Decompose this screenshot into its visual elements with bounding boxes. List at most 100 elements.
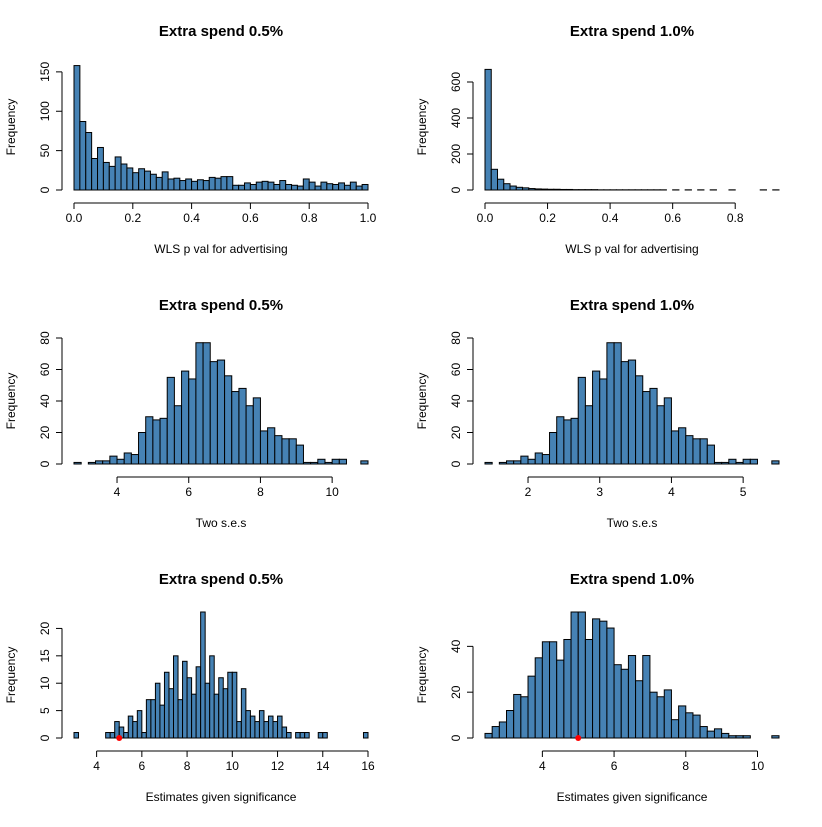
chart-title: Extra spend 0.5%	[159, 297, 283, 314]
x-axis-label: WLS p val for advertising	[154, 242, 287, 256]
bar	[237, 722, 242, 738]
bar	[614, 343, 621, 464]
bar	[528, 459, 535, 464]
bar	[499, 722, 506, 738]
bar	[133, 722, 138, 738]
bar	[339, 459, 346, 464]
bar	[289, 439, 296, 464]
bar	[217, 360, 224, 464]
bar	[187, 678, 192, 738]
y-tick-label: 40	[449, 394, 463, 408]
bar	[74, 66, 80, 190]
x-tick-label: 2	[525, 485, 532, 499]
bar	[201, 612, 206, 738]
x-tick-label: 0.4	[183, 211, 200, 225]
bar	[707, 731, 714, 738]
x-axis-label: Estimates given significance	[146, 790, 297, 804]
x-tick-label: 0.6	[242, 211, 259, 225]
bar	[192, 181, 198, 190]
bar	[564, 639, 571, 738]
bar	[700, 727, 707, 738]
y-tick-label: 20	[449, 685, 463, 699]
bar	[628, 360, 635, 464]
bar	[256, 182, 262, 190]
bar	[174, 178, 180, 190]
bar	[303, 462, 310, 464]
bar	[315, 186, 321, 190]
bar	[153, 420, 160, 464]
bar	[174, 406, 181, 464]
bar	[736, 736, 743, 738]
bar	[507, 461, 514, 464]
bar	[722, 733, 729, 738]
bar	[356, 186, 362, 190]
bar	[736, 462, 743, 464]
bar	[686, 436, 693, 464]
bar	[115, 157, 121, 190]
bar	[139, 169, 145, 190]
x-tick-label: 10	[226, 759, 240, 773]
bar	[275, 436, 282, 464]
bar	[103, 461, 110, 464]
bar	[296, 445, 303, 464]
bar	[607, 628, 614, 738]
bar	[523, 188, 529, 190]
bar	[550, 433, 557, 465]
bar	[262, 181, 268, 190]
bar	[305, 733, 310, 738]
y-tick-label: 0	[38, 460, 52, 467]
bar	[196, 667, 201, 738]
bar	[485, 733, 492, 738]
x-tick-label: 0.8	[301, 211, 318, 225]
bar	[264, 722, 269, 738]
bar	[124, 453, 131, 464]
bar	[110, 733, 115, 738]
bar	[255, 722, 260, 738]
bar	[657, 406, 664, 464]
x-tick-label: 4	[114, 485, 121, 499]
bar	[86, 133, 92, 190]
bar	[167, 377, 174, 464]
bar	[232, 672, 237, 738]
bar	[772, 736, 779, 738]
bar	[239, 185, 245, 190]
bar	[227, 177, 233, 190]
chart-title: Extra spend 1.0%	[570, 571, 694, 588]
x-tick-label: 3	[596, 485, 603, 499]
bar	[110, 456, 117, 464]
bar	[268, 428, 275, 464]
y-tick-label: 20	[38, 621, 52, 635]
y-tick-label: 20	[38, 426, 52, 440]
bar	[268, 182, 274, 190]
bar	[510, 186, 516, 190]
x-tick-label: 4	[539, 759, 546, 773]
y-tick-label: 15	[38, 649, 52, 663]
chart-title: Extra spend 0.5%	[159, 571, 283, 588]
x-tick-label: 12	[271, 759, 285, 773]
bar	[117, 459, 124, 464]
bar	[98, 147, 104, 190]
bar	[250, 716, 255, 738]
bar	[186, 179, 192, 190]
point	[116, 735, 122, 741]
bar	[344, 185, 350, 190]
bar	[600, 621, 607, 738]
x-tick-label: 0.6	[664, 211, 681, 225]
x-axis-label: WLS p val for advertising	[565, 242, 698, 256]
bar	[333, 184, 339, 190]
bar	[571, 418, 578, 464]
bar	[287, 733, 292, 738]
y-tick-label: 40	[38, 394, 52, 408]
x-axis-label: Estimates given significance	[557, 790, 708, 804]
y-tick-label: 20	[449, 426, 463, 440]
bar	[178, 700, 183, 738]
bar	[585, 406, 592, 464]
x-axis-label: Two s.e.s	[196, 516, 247, 530]
x-tick-label: 4	[668, 485, 675, 499]
x-tick-label: 0.8	[727, 211, 744, 225]
y-axis-label: Frequency	[4, 373, 18, 430]
x-tick-label: 10	[751, 759, 765, 773]
bar	[679, 428, 686, 464]
bar	[643, 392, 650, 464]
